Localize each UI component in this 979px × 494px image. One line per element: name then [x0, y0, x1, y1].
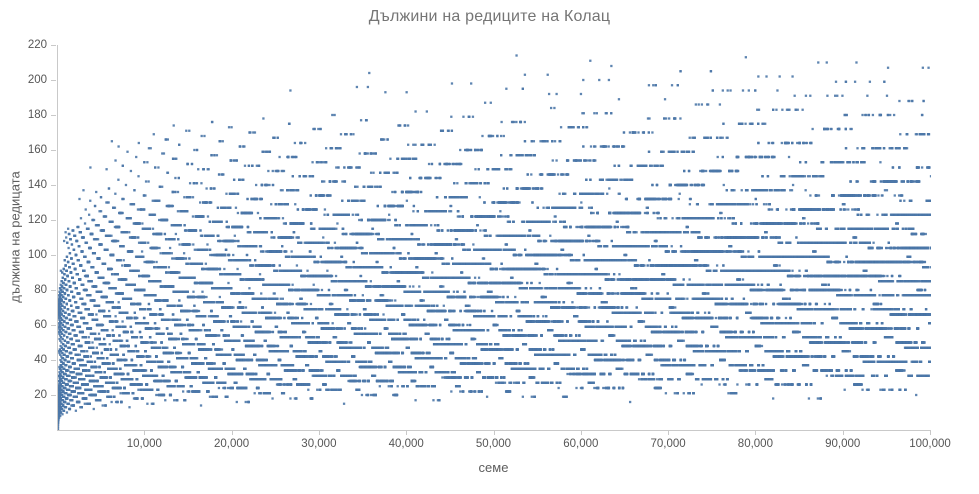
y-tick-mark	[51, 255, 56, 256]
y-tick-mark	[51, 395, 56, 396]
x-tick-label: 50,000	[475, 438, 512, 450]
x-tick-mark	[318, 430, 320, 435]
y-tick-mark	[51, 360, 56, 361]
x-tick-mark	[755, 430, 757, 435]
y-tick-label: 60	[34, 318, 47, 331]
x-tick-label: 80,000	[737, 438, 773, 450]
y-tick-label: 120	[27, 213, 47, 226]
plot-area	[57, 45, 931, 431]
x-tick-mark	[406, 430, 408, 435]
y-tick-label: 160	[27, 143, 47, 156]
x-tick-mark	[144, 430, 146, 435]
x-tick-label: 100,000	[909, 438, 951, 450]
y-tick-mark	[51, 150, 56, 151]
x-tick-label: 30,000	[301, 438, 337, 450]
y-tick-mark	[51, 185, 56, 186]
y-tick-label: 80	[34, 283, 47, 296]
x-tick-label: 60,000	[563, 438, 599, 450]
y-tick-label: 20	[34, 388, 47, 401]
y-tick-mark	[51, 115, 56, 116]
x-axis-title: семе	[478, 460, 509, 475]
y-tick-label: 140	[27, 178, 47, 191]
x-tick-mark	[668, 430, 670, 435]
y-tick-mark	[51, 80, 56, 81]
y-tick-label: 220	[27, 38, 47, 51]
y-tick-label: 40	[34, 353, 47, 366]
chart-title: Дължини на редиците на Колац	[368, 8, 611, 25]
y-tick-mark	[51, 325, 56, 326]
x-tick-mark	[231, 430, 233, 435]
x-tick-mark	[930, 430, 931, 435]
y-tick-label: 200	[27, 73, 47, 86]
x-tick-label: 20,000	[214, 438, 250, 450]
y-tick-mark	[51, 220, 56, 221]
x-tick-label: 90,000	[825, 438, 861, 450]
x-tick-label: 70,000	[650, 438, 686, 450]
x-tick-mark	[493, 430, 495, 435]
x-tick-mark	[842, 430, 844, 435]
y-tick-mark	[51, 45, 56, 46]
y-tick-label: 180	[27, 108, 47, 121]
x-tick-label: 40,000	[388, 438, 424, 450]
scatter-canvas	[58, 45, 931, 430]
x-tick-mark	[580, 430, 582, 435]
y-tick-label: 100	[27, 248, 47, 261]
y-tick-mark	[51, 290, 56, 291]
x-tick-label: 10,000	[126, 438, 162, 450]
